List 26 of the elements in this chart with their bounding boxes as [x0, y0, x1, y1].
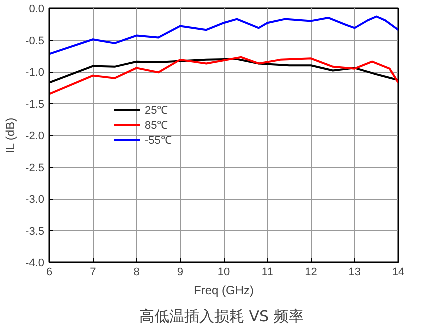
- y-tick-label: -2.0: [26, 130, 45, 142]
- y-tick-label: -4.0: [26, 258, 45, 270]
- y-tick-label: -1.0: [26, 67, 45, 79]
- y-tick-label: -1.5: [26, 98, 45, 111]
- x-tick-label: 14: [392, 266, 405, 278]
- y-tick-label: -0.5: [26, 35, 45, 48]
- y-tick-label: -3.0: [26, 194, 45, 206]
- x-tick-label: 7: [90, 266, 96, 278]
- x-tick-label: 11: [262, 266, 274, 278]
- y-tick-label: 0.0: [29, 4, 45, 16]
- x-tick-label: 13: [348, 266, 362, 278]
- x-tick-label: 8: [134, 266, 140, 278]
- legend-label: 85℃: [145, 119, 168, 132]
- line-series: [50, 16, 398, 56]
- y-tick-label: -2.5: [26, 162, 45, 174]
- legend-label: 25℃: [145, 104, 168, 117]
- text: 高低温插入损耗 VS 频率: [139, 308, 304, 326]
- legend-label: -55℃: [145, 134, 172, 147]
- line-series: [50, 56, 398, 96]
- x-tick-label: 9: [177, 266, 184, 278]
- y-axis-title: IL (dB): [4, 118, 18, 154]
- x-tick-label: 12: [305, 266, 318, 278]
- x-tick-label: 6: [46, 266, 53, 278]
- x-axis-title: Freq (GHz): [194, 284, 254, 298]
- x-tick-label: 10: [218, 266, 230, 278]
- y-tick-label: -3.5: [26, 226, 45, 238]
